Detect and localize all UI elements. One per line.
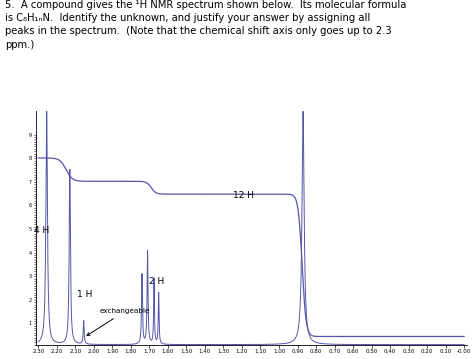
Text: 12 H: 12 H	[233, 191, 254, 200]
Text: 5.  A compound gives the ¹H NMR spectrum shown below.  Its molecular formula
is : 5. A compound gives the ¹H NMR spectrum …	[5, 0, 406, 50]
Text: 4 H: 4 H	[34, 226, 49, 235]
Text: 2 H: 2 H	[149, 277, 164, 286]
Text: 1 H: 1 H	[77, 290, 92, 299]
Text: exchangeable: exchangeable	[87, 308, 150, 336]
